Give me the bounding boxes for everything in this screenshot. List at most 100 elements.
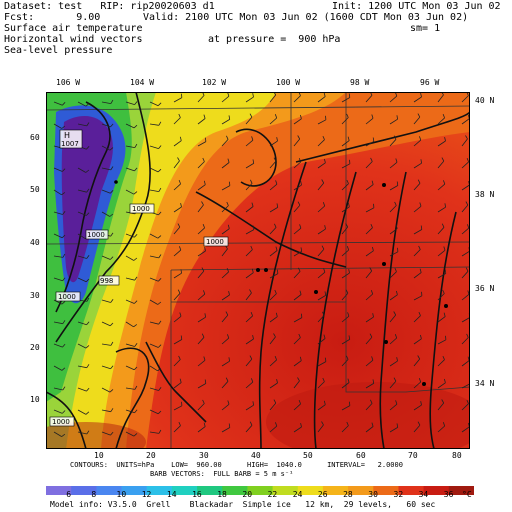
wind-barb: [197, 141, 207, 147]
valid-time: Valid: 2100 UTC Mon 03 Jun 02 (1600 CDT …: [143, 12, 469, 23]
wind-barb: [149, 365, 158, 372]
wind-barb-flag: [204, 313, 206, 318]
pressure-label-4: 1000: [87, 231, 105, 239]
wind-barb-flag: [396, 115, 398, 120]
wind-barb: [413, 249, 421, 257]
wind-barb-flag: [372, 246, 374, 251]
wind-barb: [293, 317, 303, 323]
wind-barb: [125, 101, 135, 105]
wind-barb-flag: [158, 278, 162, 282]
wind-barb: [389, 314, 397, 323]
legend-swatch: [121, 486, 148, 495]
wind-barb-flag: [85, 345, 90, 349]
barb-info: BARB VECTORS: FULL BARB = 5 m s⁻¹: [150, 470, 294, 478]
wind-barb-flag: [85, 103, 90, 107]
wind-barb-flag: [276, 137, 278, 142]
legend-label: 32: [393, 490, 404, 499]
wind-barb: [365, 293, 373, 301]
wind-barb: [173, 315, 182, 323]
wind-barb-flag: [62, 320, 66, 324]
wind-barb-flag: [418, 378, 422, 383]
wind-barb: [101, 101, 111, 104]
wind-barb: [245, 116, 253, 125]
wind-barb: [341, 272, 350, 279]
wind-barb-flag: [228, 115, 231, 120]
lat-label-38: 38 N: [475, 190, 495, 199]
wind-barb-flag: [345, 223, 349, 228]
wind-barb: [77, 233, 86, 240]
wind-barb-flag: [274, 289, 277, 294]
wind-barb: [221, 314, 229, 323]
wind-barb: [269, 316, 278, 323]
wind-barb: [341, 97, 350, 103]
wind-barb: [221, 162, 230, 169]
wind-barb-flag: [276, 379, 278, 384]
wind-barb-flag: [110, 408, 114, 412]
wind-barb-flag: [178, 179, 181, 185]
wind-barb-flag: [250, 245, 253, 250]
wind-barb: [293, 227, 302, 235]
wind-barb-flag: [322, 202, 326, 207]
wind-barb: [341, 339, 350, 345]
wind-barb: [437, 94, 444, 103]
wind-barb: [389, 337, 397, 345]
wind-barb-flag: [395, 400, 398, 405]
wind-barb: [269, 402, 277, 411]
wind-barb-flag: [273, 333, 276, 338]
legend-label: 22: [267, 490, 278, 499]
wind-barb: [341, 405, 351, 411]
legend-label: 34: [418, 490, 429, 499]
wind-barb-flag: [249, 289, 252, 294]
wind-barb: [269, 273, 279, 279]
wind-barb: [293, 204, 301, 213]
wind-barb-flag: [324, 291, 327, 296]
wind-barb-flag: [394, 201, 397, 206]
wind-barb: [389, 403, 398, 411]
wind-barb-flag: [133, 366, 138, 371]
wind-barb: [221, 271, 229, 279]
wind-barb: [461, 317, 470, 323]
legend-label: 18: [217, 490, 227, 499]
wind-barb: [413, 381, 421, 389]
wind-barb-flag: [157, 235, 162, 239]
init-time: Init: 1200 UTC Mon 03 Jun 02: [332, 1, 501, 12]
wind-barb-flag: [396, 290, 398, 295]
wind-barb-flag: [395, 158, 398, 163]
legend-label: 12: [141, 490, 152, 499]
wind-barb: [437, 140, 446, 147]
wind-barb: [293, 251, 302, 257]
wind-barb: [53, 299, 63, 305]
wind-barb: [437, 425, 445, 433]
wind-barb-flag: [467, 290, 470, 295]
legend-swatch: [247, 486, 274, 495]
wind-barb: [269, 359, 277, 367]
wind-barb-flag: [157, 368, 162, 372]
wind-barb: [293, 403, 301, 411]
wind-barb: [173, 117, 181, 125]
wind-barb-flag: [372, 313, 374, 318]
wind-barb-flag: [275, 422, 278, 427]
wind-barb: [413, 424, 421, 433]
legend-unit: °C: [462, 490, 472, 499]
wind-barb-flag: [252, 401, 254, 406]
wind-barb-flag: [134, 143, 138, 148]
wind-barb: [461, 426, 470, 433]
grid-x-10: 10: [94, 451, 104, 460]
wind-barb-flag: [134, 409, 138, 414]
wind-barb-flag: [204, 247, 206, 252]
wind-barb: [437, 273, 446, 279]
wind-barb: [389, 118, 398, 125]
wind-barb-flag: [180, 203, 182, 208]
wind-barb-flag: [275, 246, 278, 251]
wind-barb: [77, 387, 87, 392]
wind-barb-flag: [109, 389, 114, 393]
wind-barb-flag: [346, 113, 349, 118]
lon-label-102: 102 W: [202, 78, 227, 87]
wind-barb-flag: [345, 289, 349, 294]
wind-barb-flag: [323, 334, 326, 339]
wind-barb-flag: [323, 92, 326, 97]
wind-barb: [365, 117, 374, 125]
wind-barb: [389, 95, 398, 103]
wind-barb: [125, 123, 135, 129]
wind-barb-flag: [251, 202, 254, 207]
